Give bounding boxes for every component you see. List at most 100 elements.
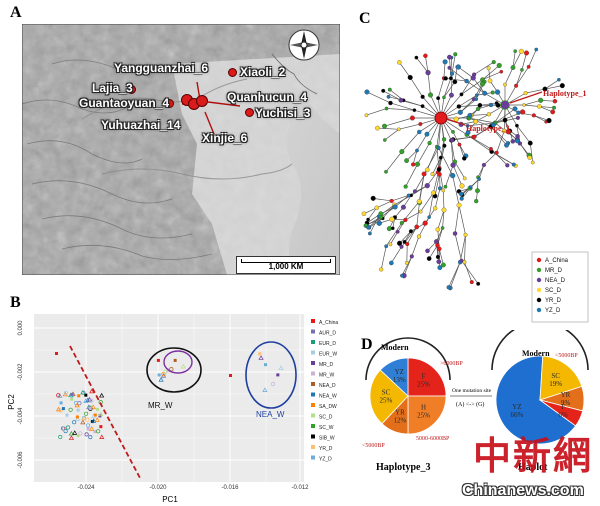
network-node: [472, 134, 477, 139]
pca-legend-label: SC_D: [319, 415, 333, 421]
pie-slice: [407, 395, 447, 435]
network-node: [451, 129, 455, 134]
site-label-xiaoli: Xiaoli_2: [240, 65, 286, 79]
network-edge: [475, 113, 490, 122]
network-node: [494, 101, 499, 105]
network-node: [424, 131, 430, 137]
pca-point: [271, 382, 276, 387]
network-node: [459, 258, 464, 263]
network-edge: [428, 245, 438, 259]
pca-legend-swatch: [311, 361, 315, 365]
network-node: [511, 162, 516, 167]
network-node: [374, 205, 379, 211]
pca-point: [68, 430, 74, 436]
network-node: [503, 82, 507, 87]
network-node: [479, 81, 486, 87]
pca-point: [263, 363, 267, 367]
network-node: [527, 140, 533, 146]
network-node: [389, 260, 394, 266]
pca-point: [57, 393, 63, 398]
site-label-yuhuazhai: Yuhuazhai_14: [101, 118, 181, 132]
pca-legend-swatch: [311, 445, 315, 449]
network-node: [367, 231, 372, 236]
network-node: [376, 220, 382, 226]
network-edge: [467, 122, 496, 127]
pca-legend-swatch: [311, 392, 315, 397]
network-node: [427, 140, 432, 146]
network-edge: [454, 233, 462, 261]
network-edge: [460, 98, 474, 113]
site-dot-guantaoyuan: [165, 99, 174, 108]
network-legend-dot: [536, 267, 542, 273]
network-node: [441, 207, 447, 213]
pca-point: [90, 418, 97, 423]
network-node: [409, 254, 414, 259]
network-node: [559, 83, 565, 89]
network-node: [465, 124, 470, 128]
network-node: [491, 60, 496, 65]
network-edge: [478, 164, 485, 180]
network-node: [526, 64, 531, 69]
network-edge: [436, 227, 443, 242]
network-node: [406, 193, 411, 198]
network-node: [386, 94, 391, 99]
pca-point: [156, 358, 160, 362]
network-node: [378, 214, 384, 220]
network-node: [381, 88, 386, 93]
network-node: [477, 102, 483, 108]
network-node: [404, 158, 409, 163]
pca-point: [70, 397, 74, 401]
caption-right: Haplot: [518, 462, 548, 473]
network-edge: [412, 150, 418, 165]
pca-ytick-4: -0.006: [18, 451, 24, 469]
network-node: [456, 104, 462, 109]
network-node: [436, 259, 442, 265]
network-legend-label: YZ_D: [545, 308, 561, 314]
network-node: [442, 95, 446, 100]
network-edge: [483, 152, 497, 166]
pca-legend-swatch: [311, 371, 315, 376]
network-edge: [539, 106, 555, 109]
site-label-guantaoyuan: Guantaoyuan_4: [79, 96, 170, 110]
network-legend-label: SC_D: [545, 288, 562, 294]
network-node: [458, 191, 464, 197]
network-node: [552, 105, 556, 110]
network-node: [427, 92, 434, 98]
network-node: [465, 130, 471, 135]
site-label-yangguanzhai: Yangguanzhai_6: [114, 61, 209, 75]
network-node: [487, 78, 493, 84]
pca-point: [76, 434, 80, 438]
pie-slice-label: YR: [561, 391, 571, 399]
pca-ytick-3: -0.004: [18, 407, 24, 425]
network-edge: [491, 151, 514, 165]
pca-point: [85, 397, 91, 403]
network-node: [404, 260, 409, 265]
pca-legend-swatch: [311, 382, 315, 386]
network-edge: [452, 136, 475, 141]
network-edge: [425, 55, 429, 73]
pca-cluster-label-nea-w: NEA_W: [256, 410, 285, 419]
pca-point: [258, 355, 264, 360]
pca-xtick-3: -0.016: [221, 485, 239, 491]
network-node: [499, 69, 504, 74]
pca-ytick-2: -0.002: [18, 363, 24, 381]
network-node: [453, 116, 459, 122]
network-node: [467, 116, 471, 121]
network-edge: [472, 77, 485, 94]
network-edge: [416, 202, 420, 227]
network-edge: [471, 113, 489, 116]
network-edge: [383, 90, 402, 101]
network-edge: [418, 173, 425, 202]
site-label-yuchisi: Yuchisi_3: [255, 106, 311, 120]
network-node: [496, 62, 502, 69]
network-node: [452, 79, 458, 85]
network-edge: [380, 206, 396, 215]
network-edge: [512, 51, 516, 68]
pca-legend-label: YR_D: [319, 446, 333, 452]
pca-xtick-1: -0.024: [77, 485, 95, 491]
network-edge: [515, 66, 529, 86]
network-edge: [434, 174, 440, 197]
pca-legend-swatch: [311, 340, 315, 344]
network-node: [476, 106, 481, 112]
network-edge: [458, 205, 466, 235]
